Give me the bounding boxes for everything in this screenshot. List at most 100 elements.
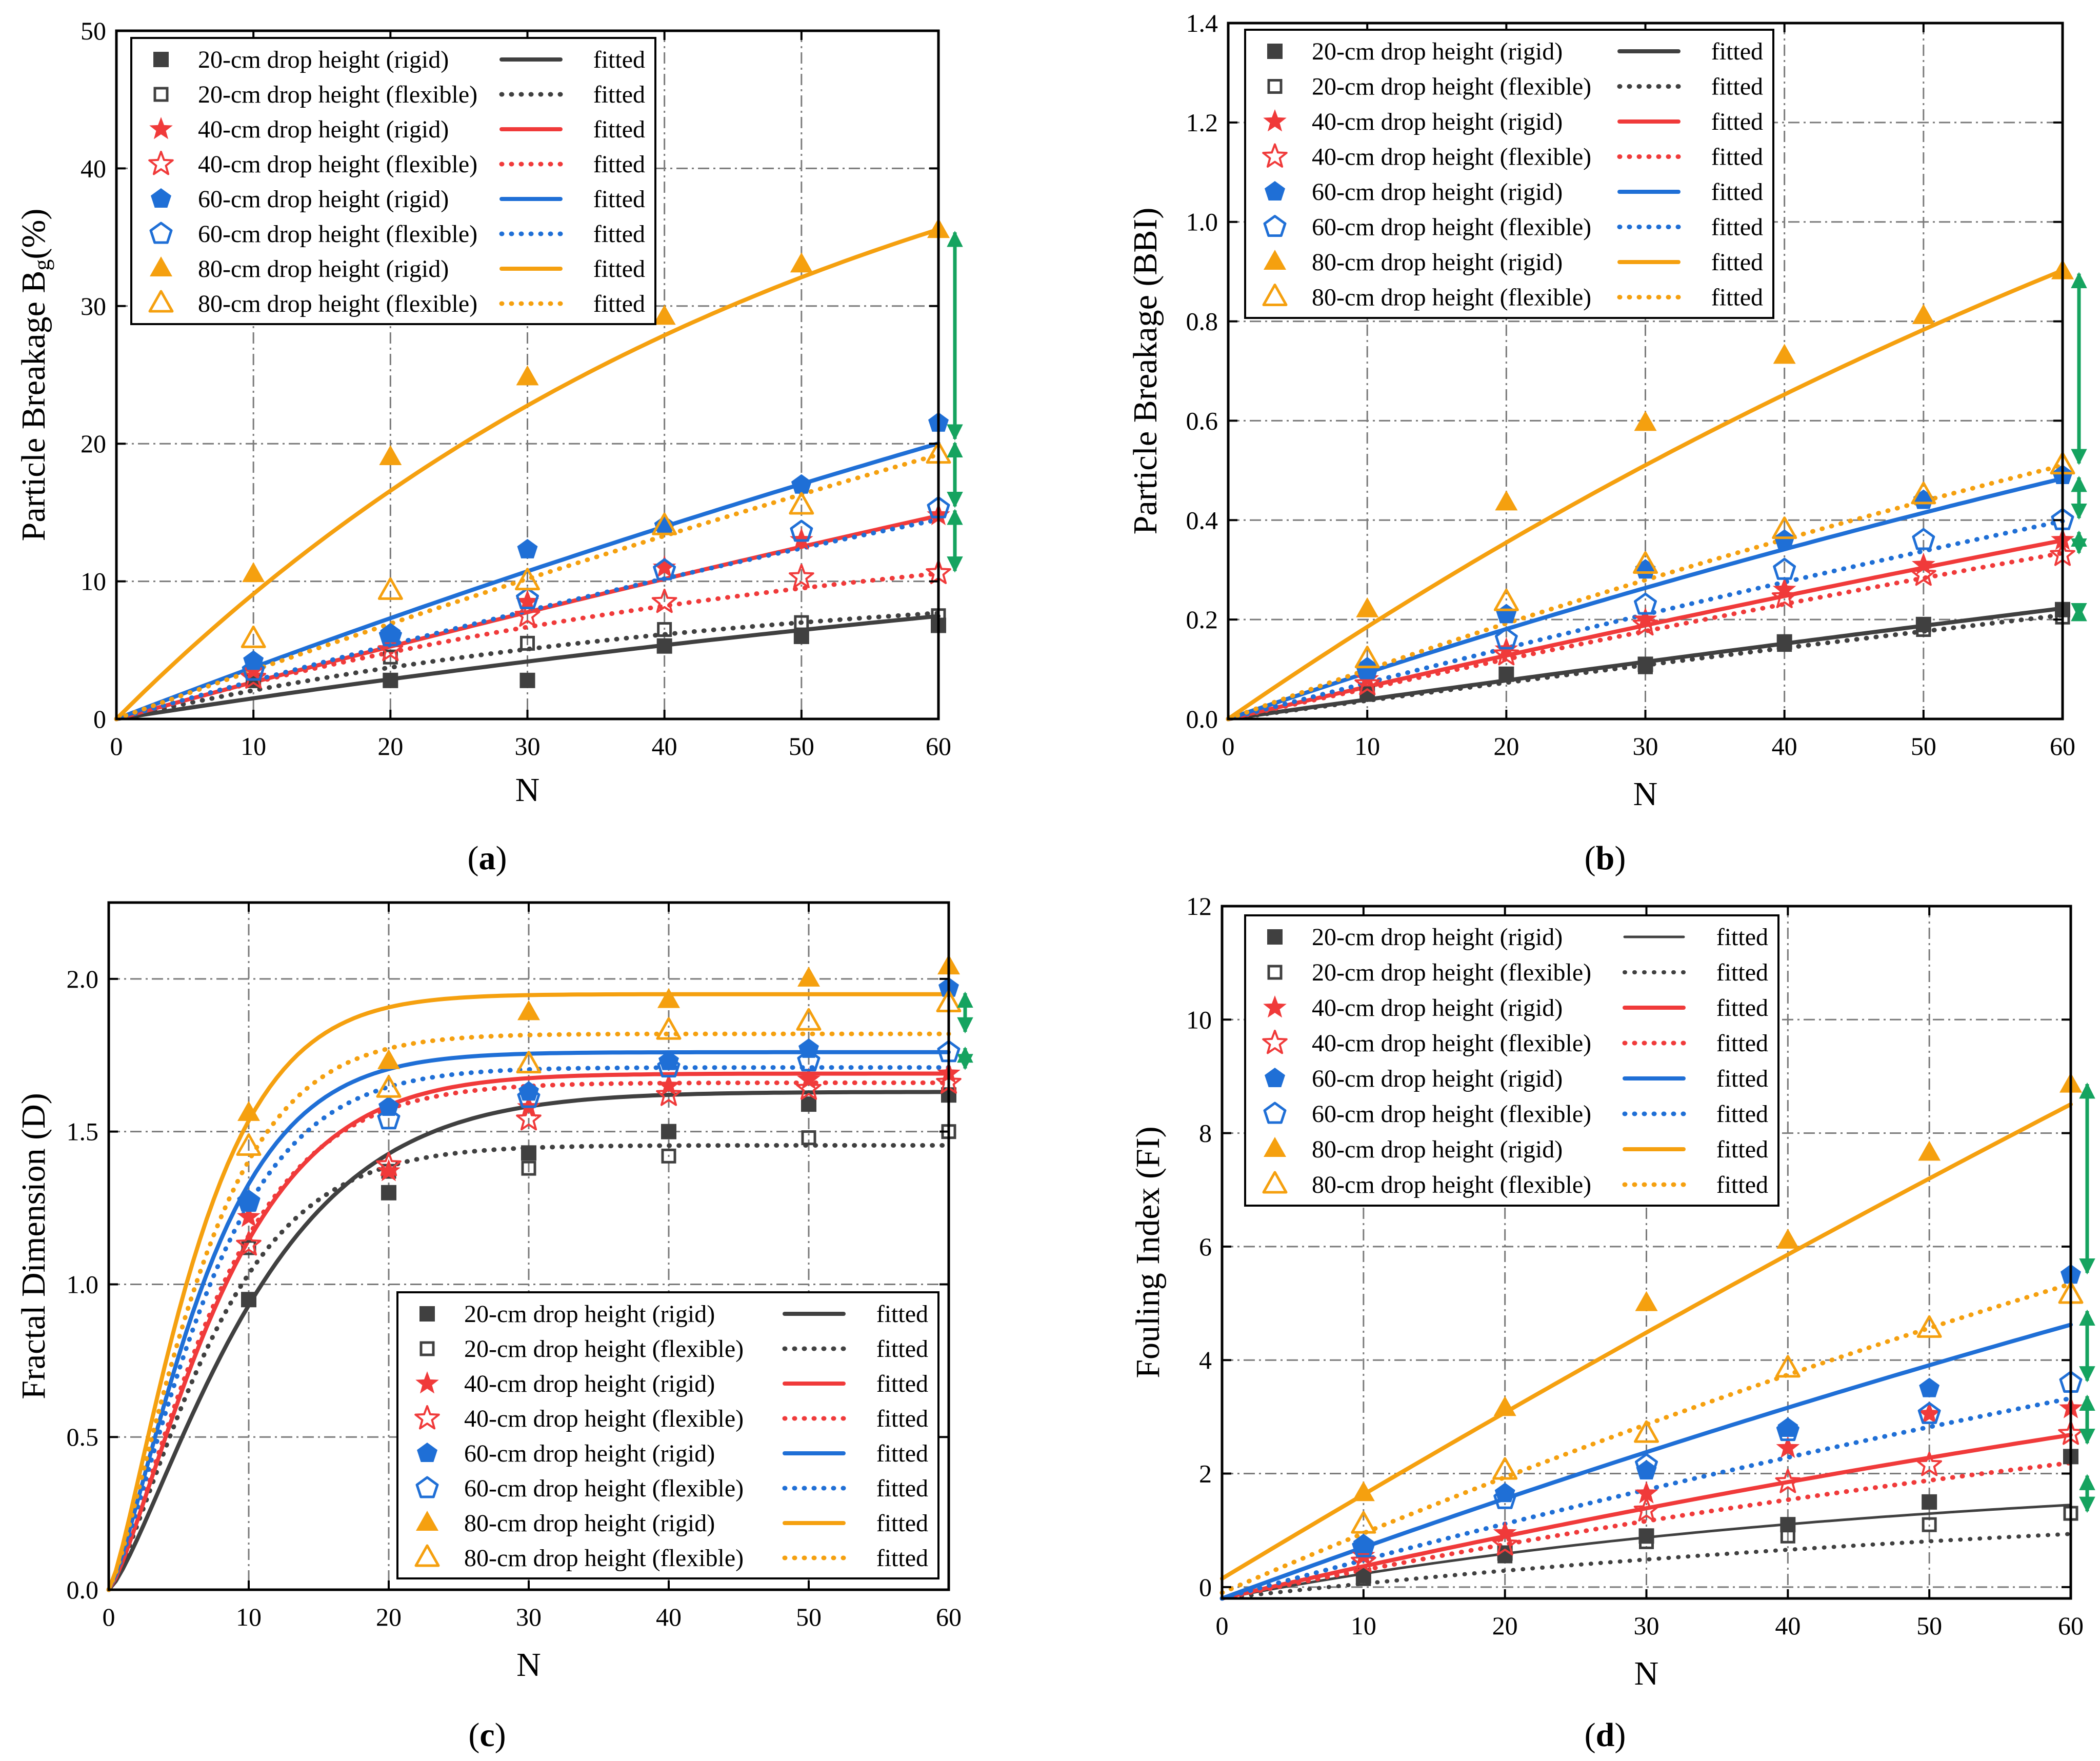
legend-box — [396, 1291, 939, 1579]
panel-b-point-s7-3 — [1634, 411, 1657, 431]
panel-c-point-s1-2 — [381, 1185, 396, 1200]
panel-a-y-tick-label: 10 — [81, 567, 106, 596]
legend-marker — [1267, 929, 1283, 945]
legend-entry: 60-cm drop height (rigid) fitted — [151, 186, 645, 213]
panel-a-point-s1-3 — [519, 672, 535, 688]
legend-entry: 60-cm drop height (flexible) fitted — [1263, 1100, 1768, 1128]
legend-marker — [148, 151, 174, 175]
panel-a-point-s6-3 — [516, 587, 539, 609]
panel-d-point-s8-3 — [1634, 1420, 1659, 1443]
legend-label: 80-cm drop height (flexible) — [464, 1545, 744, 1572]
panel-a-x-tick-label: 30 — [515, 732, 541, 761]
legend-label: 60-cm drop height (rigid) — [198, 186, 449, 213]
panel-d-point-s8-4 — [1775, 1355, 1801, 1378]
panel-b-point-s7-1 — [1356, 597, 1379, 617]
legend-fitted-label: fitted — [1711, 108, 1763, 135]
legend-marker — [415, 1476, 439, 1498]
legend-marker — [1263, 215, 1287, 237]
legend-entry: 20-cm drop height (flexible) fitted — [153, 81, 645, 108]
panel-b-point-s8-2 — [1493, 588, 1519, 611]
y-axis-title-suffix: (%) — [15, 209, 52, 259]
legend-marker — [1263, 995, 1287, 1018]
panel-c-y-tick-label: 1.0 — [67, 1270, 99, 1298]
panel-c-point-s2-4 — [661, 1148, 676, 1164]
legend-entry: 80-cm drop height (flexible) fitted — [148, 290, 645, 317]
legend-label: 80-cm drop height (flexible) — [1312, 1171, 1591, 1198]
legend-fitted-label: fitted — [1711, 284, 1763, 311]
legend-label: 60-cm drop height (rigid) — [1312, 178, 1563, 206]
panel-a-point-s8-5 — [789, 492, 814, 515]
panel-a-y-tick-label: 50 — [81, 16, 106, 45]
panel-c-point-s4-4 — [656, 1082, 682, 1106]
legend-fitted-label: fitted — [593, 290, 645, 317]
panel-d-x-tick-label: 50 — [1916, 1611, 1942, 1640]
panel-c-point-s5-4 — [658, 1050, 679, 1070]
panel-a-x-tick-label: 40 — [652, 732, 677, 761]
legend-entry: 80-cm drop height (flexible) fitted — [414, 1544, 928, 1572]
panel-d-point-s4-1 — [1351, 1548, 1376, 1573]
panel-c-x-tick-label: 0 — [103, 1603, 115, 1631]
legend-entry: 20-cm drop height (rigid) fitted — [1267, 38, 1763, 65]
panel-c-x-tick-label: 20 — [376, 1603, 402, 1631]
y-axis-title-subscript: g — [29, 259, 54, 271]
panel-c-chart: 0 10 20 30 40 50 60 0.0 0.5 1.0 1.5 2.0 N Fractal Dim… — [15, 901, 973, 1684]
legend-fitted-label: fitted — [593, 116, 645, 143]
panel-a-point-s6-2 — [378, 624, 402, 647]
panel-b-point-s4-5 — [1911, 561, 1936, 586]
panel-a-point-s7-3 — [516, 365, 539, 386]
panel-a-point-s8-3 — [515, 568, 540, 591]
panel-b-point-s4-4 — [1771, 584, 1797, 608]
panel-a-x-axis-title: N — [515, 771, 540, 809]
legend-entry: 40-cm drop height (rigid) fitted — [1263, 108, 1763, 135]
panel-d-x-tick-label: 60 — [2058, 1611, 2084, 1640]
legend-fitted-label: fitted — [1716, 1030, 1768, 1057]
panel-d-point-s2-4 — [1780, 1528, 1795, 1544]
panel-b-y-tick-label: 1.0 — [1186, 208, 1218, 236]
panel-a-point-s8-4 — [652, 512, 677, 535]
legend-label: 40-cm drop height (rigid) — [1312, 108, 1563, 135]
panel-c-point-s1-1 — [241, 1292, 256, 1308]
panel-d-y-tick-label: 6 — [1199, 1232, 1212, 1261]
legend-fitted-label: fitted — [876, 1405, 928, 1432]
panel-d-point-s6-5 — [1917, 1402, 1941, 1424]
panel-d-y-tick-label: 12 — [1186, 892, 1212, 920]
legend-label: 80-cm drop height (rigid) — [1312, 249, 1563, 276]
panel-d-point-s8-5 — [1916, 1315, 1942, 1338]
legend-marker — [1263, 109, 1287, 132]
panel-a-point-s3-3 — [515, 589, 539, 612]
legend-fitted-label: fitted — [593, 255, 645, 283]
panel-c-point-s3-1 — [237, 1205, 261, 1227]
legend-fitted-label: fitted — [1716, 1065, 1768, 1092]
legend-fitted-label: fitted — [876, 1475, 928, 1502]
panel-d-point-s2-1 — [1356, 1571, 1371, 1586]
panel-a-point-s8-1 — [241, 625, 266, 648]
panel-a-y-tick-label: 0 — [93, 705, 106, 733]
legend-fitted-label: fitted — [1716, 959, 1768, 986]
legend-entry: 80-cm drop height (rigid) fitted — [1264, 1136, 1768, 1163]
panel-a-point-s5-3 — [517, 538, 538, 558]
panel-d-x-tick-label: 40 — [1775, 1611, 1801, 1640]
legend-label: 40-cm drop height (rigid) — [1312, 994, 1563, 1022]
legend-entry: 40-cm drop height (flexible) fitted — [414, 1405, 928, 1432]
legend-fitted-label: fitted — [593, 151, 645, 178]
panel-a-x-tick-label: 50 — [789, 732, 814, 761]
legend-entry: 60-cm drop height (flexible) fitted — [415, 1475, 928, 1502]
panel-b-point-s2-2 — [1498, 667, 1514, 682]
panel-d-point-s3-3 — [1634, 1481, 1658, 1504]
legend-label: 40-cm drop height (rigid) — [464, 1370, 715, 1397]
panel-c-point-s6-5 — [797, 1049, 821, 1072]
legend-label: 20-cm drop height (rigid) — [1312, 38, 1563, 65]
panel-b-y-axis-title: Particle Breakage (BBI) — [1127, 208, 1164, 535]
panel-c-point-s1-3 — [521, 1145, 536, 1161]
panel-c-point-s8-3 — [516, 1051, 542, 1074]
legend-label: 40-cm drop height (flexible) — [198, 151, 477, 178]
panel-d-caption: (d) — [1585, 1716, 1626, 1754]
panel-b-point-s8-3 — [1633, 551, 1658, 574]
legend-entry: 80-cm drop height (rigid) fitted — [1264, 249, 1763, 276]
panel-b-point-s2-3 — [1638, 659, 1653, 674]
panel-b-x-tick-label: 50 — [1911, 732, 1936, 761]
panel-c-point-s2-3 — [521, 1160, 536, 1176]
